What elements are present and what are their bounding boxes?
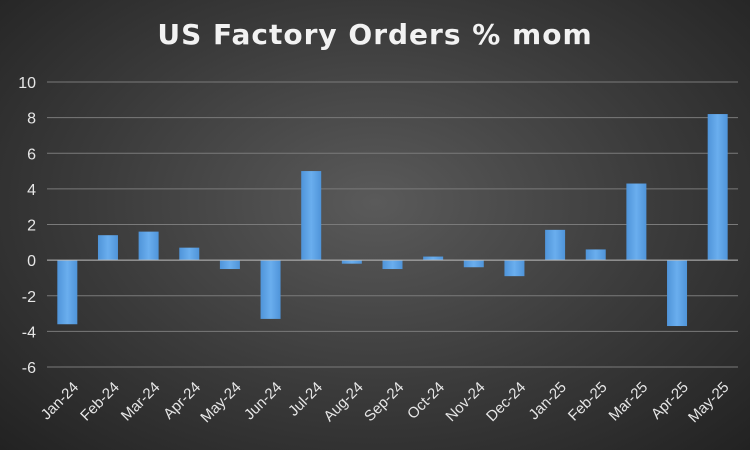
y-tick-label: 0 bbox=[27, 253, 36, 270]
bar-mar-25 bbox=[626, 183, 647, 261]
x-tick-label: May-24 bbox=[197, 379, 244, 426]
gridlines bbox=[47, 81, 738, 368]
x-tick-label: Aug-24 bbox=[320, 379, 366, 425]
bar-may-25 bbox=[707, 114, 728, 261]
bar-apr-25 bbox=[667, 260, 688, 327]
x-tick-label: Jan-24 bbox=[38, 379, 82, 423]
y-tick-label: 6 bbox=[27, 146, 36, 163]
x-tick-label: Feb-24 bbox=[77, 379, 123, 425]
bar-jan-24 bbox=[57, 260, 78, 325]
x-tick-label: May-25 bbox=[685, 379, 732, 426]
bar-mar-24 bbox=[138, 231, 159, 261]
chart-title: US Factory Orders % mom bbox=[157, 18, 593, 51]
bar-feb-24 bbox=[97, 235, 118, 261]
x-tick-label: Dec-24 bbox=[483, 379, 529, 425]
y-tick-label: 8 bbox=[27, 111, 36, 128]
bar-apr-24 bbox=[179, 247, 200, 261]
x-tick-label: Mar-24 bbox=[118, 379, 164, 425]
bar-dec-24 bbox=[504, 260, 525, 277]
y-tick-label: -4 bbox=[22, 324, 36, 341]
y-tick-label: -2 bbox=[22, 289, 36, 306]
y-tick-label: 2 bbox=[27, 218, 36, 235]
bar-nov-24 bbox=[463, 260, 484, 268]
x-tick-label: Jan-25 bbox=[525, 379, 569, 423]
bar-jan-25 bbox=[545, 229, 566, 261]
x-tick-label: Feb-25 bbox=[565, 379, 611, 425]
bar-sep-24 bbox=[382, 260, 403, 270]
bars bbox=[57, 114, 728, 327]
x-tick-label: Sep-24 bbox=[361, 379, 407, 425]
bar-oct-24 bbox=[423, 256, 444, 261]
bar-jul-24 bbox=[301, 171, 322, 261]
x-tick-label: Jun-24 bbox=[241, 379, 285, 423]
x-tick-label: Nov-24 bbox=[442, 379, 488, 425]
y-tick-label: 10 bbox=[18, 75, 36, 92]
bar-aug-24 bbox=[341, 260, 362, 264]
x-tick-label: Mar-25 bbox=[606, 379, 652, 425]
y-axis-ticks: 10 8 6 4 2 0 -2 -4 -6 bbox=[18, 75, 36, 377]
bar-jun-24 bbox=[260, 260, 281, 319]
y-tick-label: -6 bbox=[22, 360, 36, 377]
y-tick-label: 4 bbox=[27, 182, 36, 199]
x-tick-label: Apr-25 bbox=[648, 379, 692, 423]
bar-feb-25 bbox=[585, 249, 606, 261]
x-tick-label: Apr-24 bbox=[160, 379, 204, 423]
x-tick-label: Oct-24 bbox=[404, 379, 448, 423]
bar-may-24 bbox=[219, 260, 240, 270]
